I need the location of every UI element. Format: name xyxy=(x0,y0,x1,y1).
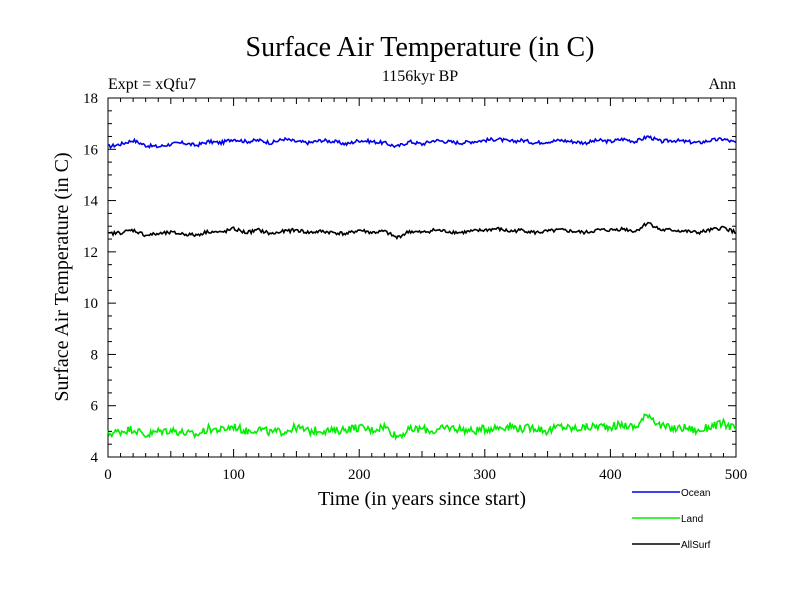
series-layer xyxy=(107,134,737,441)
y-tick-label: 14 xyxy=(83,194,99,210)
y-tick-label: 12 xyxy=(83,245,98,261)
y-tick-label: 8 xyxy=(91,347,99,363)
y-tick-label: 18 xyxy=(83,91,98,107)
plot-area: 0 100 200 300 400 500 4 6 8 10 12 14 16 18 xyxy=(83,91,747,483)
series-line-allsurf xyxy=(107,221,737,241)
legend-label-ocean: Ocean xyxy=(681,488,710,499)
plot-frame xyxy=(107,97,737,458)
ticks-layer: 0 100 200 300 400 500 4 6 8 10 12 14 16 18 xyxy=(83,91,747,483)
x-tick-label: 300 xyxy=(474,467,497,483)
season-label: Ann xyxy=(708,76,736,93)
x-tick-label: 400 xyxy=(599,467,622,483)
x-axis-label: Time (in years since start) xyxy=(318,488,526,510)
x-tick-label: 100 xyxy=(222,467,245,483)
y-axis-label: Surface Air Temperature (in C) xyxy=(51,152,73,401)
legend-label-allsurf: AllSurf xyxy=(681,540,711,551)
legend: Ocean Land AllSurf xyxy=(632,488,711,551)
experiment-label: Expt = xQfu7 xyxy=(108,76,196,93)
series-line-ocean xyxy=(107,134,737,150)
x-tick-label: 500 xyxy=(725,467,748,483)
y-tick-label: 10 xyxy=(83,296,98,312)
y-tick-label: 16 xyxy=(83,142,99,158)
x-tick-label: 200 xyxy=(348,467,371,483)
y-tick-label: 4 xyxy=(91,450,99,466)
chart-title: Surface Air Temperature (in C) xyxy=(246,32,595,63)
chart-subtitle: 1156kyr BP xyxy=(382,68,458,85)
series-line-land xyxy=(107,413,737,441)
legend-label-land: Land xyxy=(681,514,703,525)
x-tick-label: 0 xyxy=(104,467,112,483)
y-tick-label: 6 xyxy=(91,399,99,415)
